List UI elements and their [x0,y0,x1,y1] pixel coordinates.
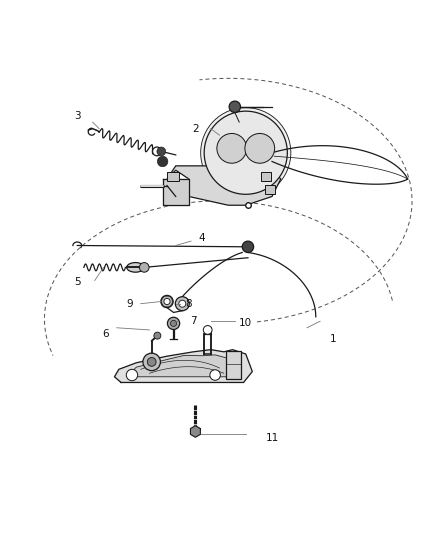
Text: 3: 3 [74,110,81,120]
Bar [265,184,275,195]
Bar [166,172,179,181]
Circle shape [167,317,179,329]
Polygon shape [162,179,188,205]
Bar [261,172,270,181]
Polygon shape [190,426,200,437]
Text: 11: 11 [265,433,278,443]
Circle shape [204,111,287,195]
Circle shape [143,353,160,370]
Ellipse shape [127,263,144,272]
Text: 4: 4 [198,233,205,243]
Circle shape [153,332,160,339]
Polygon shape [114,350,252,383]
Text: 6: 6 [102,329,109,340]
Circle shape [157,156,167,167]
Circle shape [178,300,185,307]
Circle shape [229,101,240,112]
Text: 9: 9 [126,298,133,309]
Text: 5: 5 [74,277,81,287]
Text: 10: 10 [239,318,252,328]
Text: 1: 1 [329,334,336,344]
Circle shape [175,297,189,311]
Circle shape [203,326,212,334]
Circle shape [156,147,165,156]
Circle shape [160,295,173,308]
Polygon shape [166,166,280,205]
Circle shape [163,298,170,304]
Circle shape [170,320,176,326]
Text: 8: 8 [185,298,192,309]
Text: 2: 2 [192,124,198,134]
Bar [226,351,241,379]
Circle shape [139,263,149,272]
Circle shape [152,147,161,156]
Circle shape [216,133,246,163]
Circle shape [126,369,138,381]
Circle shape [147,358,155,366]
Circle shape [242,241,253,253]
Circle shape [244,133,274,163]
Polygon shape [130,355,237,377]
Circle shape [209,370,220,380]
Text: 7: 7 [190,316,196,326]
Circle shape [200,108,290,198]
